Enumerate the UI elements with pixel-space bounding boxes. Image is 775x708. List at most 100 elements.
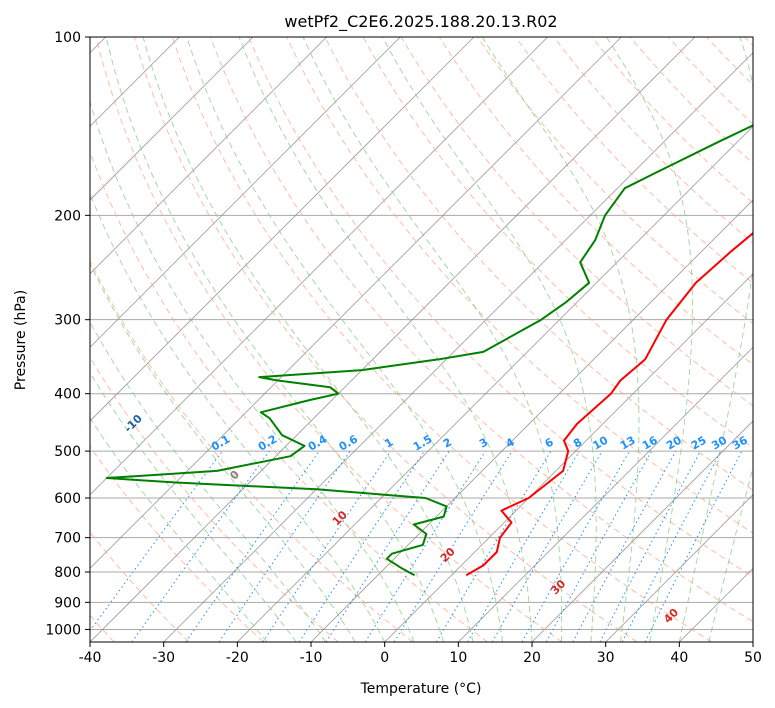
mixing-ratio-label: 16 [640, 433, 660, 452]
x-tick-label: 10 [449, 650, 467, 666]
isotherm-line [458, 346, 753, 642]
isotherm-line [90, 37, 696, 642]
moist-adiabat-line [606, 37, 693, 642]
dry-adiabat-line [90, 445, 264, 642]
moist-adiabat-line [142, 37, 474, 642]
dry-adiabat-line [400, 37, 753, 407]
mixing-ratio-label: 10 [590, 433, 610, 452]
moist-adiabat-line [381, 37, 597, 642]
y-tick-label: 400 [54, 387, 81, 403]
mixing-ratio-label: 0.4 [306, 432, 330, 453]
y-tick-label: 100 [54, 30, 81, 46]
mixing-ratio-line [644, 450, 743, 642]
dry-adiabat-line [324, 37, 753, 491]
dry-adiabat-line [133, 37, 638, 642]
dry-adiabat-line [171, 37, 712, 642]
mixing-ratio-line [545, 450, 653, 642]
mixing-ratio-line [298, 450, 425, 642]
x-tick-label: -20 [226, 650, 249, 666]
mixing-ratio-line [521, 450, 630, 642]
mixing-ratio-line [325, 450, 450, 642]
plot-frame [89, 36, 754, 643]
dry-adiabat-line [248, 37, 753, 578]
moist-adiabat-line [90, 192, 386, 642]
x-axis-label: Temperature (°C) [360, 681, 482, 697]
x-tick-label: 30 [597, 650, 615, 666]
mixing-ratio-label: 36 [730, 433, 750, 452]
isotherm-line [90, 37, 548, 496]
isotherm-line [679, 567, 753, 642]
mixing-ratio-label: 1.5 [411, 433, 434, 454]
mixing-ratio-label: 0.6 [337, 432, 361, 453]
dry-adiabat-line [706, 37, 753, 86]
moist-adiabat-line [90, 99, 415, 642]
isotherm-line [90, 37, 622, 569]
mixing-ratio-line [218, 450, 351, 642]
mixing-ratio-label: 0.1 [209, 433, 232, 454]
moist-adiabat-line [678, 37, 753, 642]
dry-adiabat-line [210, 37, 753, 623]
isotherm-line [90, 37, 327, 275]
mixing-ratio-label: 25 [689, 434, 709, 453]
y-tick-label: 600 [54, 491, 81, 507]
moist-adiabat-line [481, 37, 640, 642]
mixing-ratio-line [185, 450, 320, 642]
y-tick-label: 700 [54, 531, 81, 547]
x-tick-label: -10 [300, 650, 323, 666]
moist-adiabat-line [90, 321, 327, 642]
dry-adiabat-line [668, 37, 753, 125]
dry-adiabat-line [95, 37, 563, 642]
y-tick-label: 200 [54, 208, 81, 224]
x-tick-label: 20 [523, 650, 541, 666]
mixing-ratio-line [262, 450, 392, 642]
dry-adiabat-line [362, 37, 753, 449]
isotherm-line [752, 641, 753, 642]
mixing-ratio-line [599, 450, 701, 642]
isotherm-line [237, 125, 753, 642]
moist-adiabat-line [90, 417, 268, 642]
dry-adiabat-line [515, 37, 753, 284]
moist-adiabat-line [186, 37, 503, 642]
dewpoint-profile-line [105, 124, 753, 577]
y-tick-label: 500 [54, 444, 81, 460]
dry-adiabat-line [553, 37, 753, 244]
x-tick-label: -40 [79, 650, 102, 666]
temperature-profile-line [465, 231, 753, 577]
moist-adiabat-line [238, 37, 533, 642]
y-tick-label: 900 [54, 595, 81, 611]
isotherm-line [531, 420, 753, 642]
isotherm-line [90, 37, 401, 348]
mixing-ratio-label: 0.2 [256, 433, 279, 454]
mixing-ratio-line [467, 450, 580, 642]
x-tick-label: 40 [670, 650, 688, 666]
series-layer [105, 124, 753, 577]
mixing-ratio-line [572, 450, 677, 642]
axis-ticks: -40 -30 -20 -10 0 10 20 30 40 5010009008007006005… [45, 30, 762, 666]
moist-adiabat-line [105, 37, 445, 642]
mixing-ratio-label: 13 [618, 434, 638, 453]
mixing-ratio-label: 8 [571, 436, 584, 451]
dry-adiabat-line [591, 37, 753, 204]
y-tick-label: 300 [54, 313, 81, 329]
isotherm-line [90, 37, 475, 422]
x-tick-label: 50 [744, 650, 762, 666]
dry-adiabat-label: 30 [548, 577, 568, 597]
moist-adiabat-line [90, 371, 297, 642]
dry-adiabat-label: 0 [227, 468, 242, 483]
moist-adiabat-line [708, 465, 753, 642]
dry-adiabat-label: -10 [122, 412, 145, 435]
mixing-ratio-line [393, 450, 513, 642]
dry-adiabat-line [90, 356, 339, 642]
dry-adiabat-label: 40 [661, 606, 681, 626]
mixing-ratio-label: 3 [477, 436, 490, 451]
mixing-ratio-line [364, 450, 486, 642]
dry-adiabat-line [477, 37, 753, 325]
mixing-ratio-label: 30 [709, 433, 729, 452]
dry-adiabat-line [438, 37, 753, 366]
isotherm-line [90, 37, 254, 201]
y-tick-label: 1000 [45, 622, 81, 638]
contour-label-layer: 0.1 0.2 0.4 0.6 1 1.5 2 3 4 6 8 10 13 16 20 25 30 36-1001… [122, 412, 751, 626]
mixing-ratio-line [435, 450, 552, 642]
dry-adiabat-line [90, 150, 488, 642]
